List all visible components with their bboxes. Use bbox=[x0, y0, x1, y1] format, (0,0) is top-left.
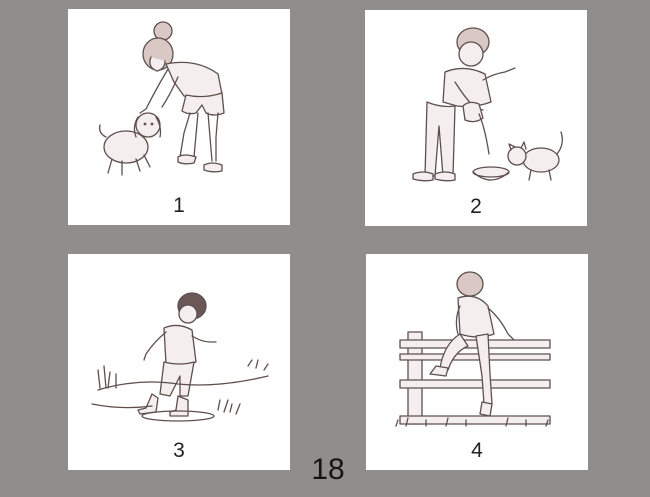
card-number: 2 bbox=[470, 195, 482, 218]
boy-climbing-fence-illustration bbox=[395, 271, 551, 427]
page-number: 18 bbox=[311, 453, 345, 486]
picture-card-4[interactable]: 4 bbox=[366, 254, 588, 470]
child-in-puddle-illustration bbox=[91, 292, 269, 422]
boy-pouring-milk-illustration bbox=[412, 27, 563, 182]
card-number: 4 bbox=[471, 439, 483, 462]
picture-card-3[interactable]: 3 bbox=[68, 254, 290, 470]
girl-petting-dog-illustration bbox=[98, 21, 225, 176]
picture-card-2[interactable]: 2 bbox=[365, 10, 587, 226]
card-number: 3 bbox=[173, 439, 185, 462]
card-number: 1 bbox=[173, 194, 185, 217]
picture-card-1[interactable]: 1 bbox=[68, 9, 290, 225]
